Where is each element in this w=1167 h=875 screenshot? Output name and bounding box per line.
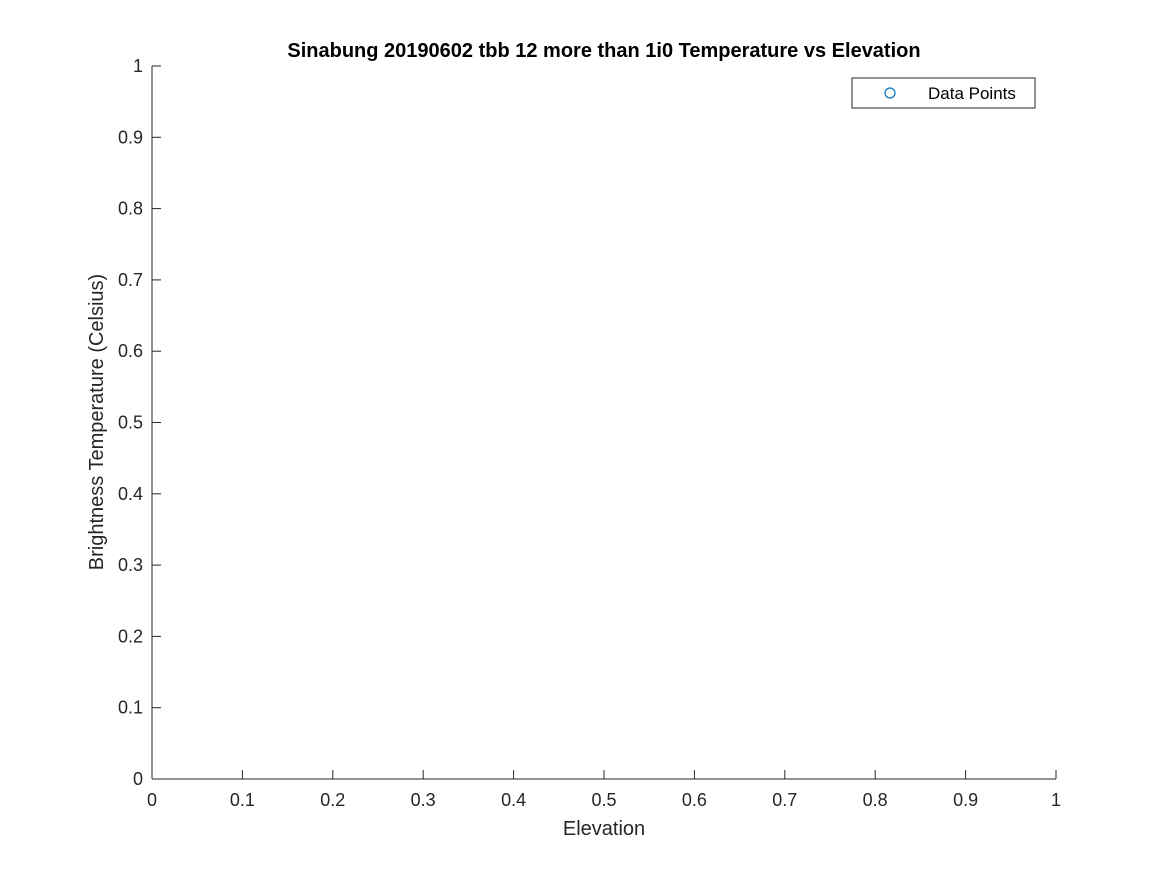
- x-tick-label: 1: [1051, 790, 1061, 810]
- legend-label: Data Points: [928, 84, 1016, 103]
- y-tick-label: 0.3: [118, 555, 143, 575]
- x-tick-label: 0.2: [320, 790, 345, 810]
- y-axis-label: Brightness Temperature (Celsius): [86, 274, 108, 570]
- x-tick-label: 0.5: [591, 790, 616, 810]
- y-tick-label: 0.8: [118, 199, 143, 219]
- legend-box: [851, 77, 1036, 109]
- x-tick-label: 0.7: [772, 790, 797, 810]
- y-tick-label: 0.1: [118, 698, 143, 718]
- x-tick-label: 0.9: [953, 790, 978, 810]
- x-tick-label: 0.3: [411, 790, 436, 810]
- x-tick-label: 0.1: [230, 790, 255, 810]
- y-tick-label: 0: [133, 769, 143, 789]
- chart-title: Sinabung 20190602 tbb 12 more than 1i0 T…: [287, 40, 920, 62]
- y-tick-label: 0.5: [118, 413, 143, 433]
- y-axis-ticks: 0 0.1 0.2 0.3 0.4 0.5 0.6 0.7 0.8 0.9 1: [118, 56, 161, 789]
- y-tick-label: 0.9: [118, 127, 143, 147]
- y-tick-label: 0.6: [118, 341, 143, 361]
- legend: Data Points: [851, 77, 1036, 109]
- x-tick-label: 0.8: [863, 790, 888, 810]
- x-tick-label: 0.4: [501, 790, 526, 810]
- x-tick-label: 0.6: [682, 790, 707, 810]
- y-tick-label: 0.7: [118, 270, 143, 290]
- y-tick-label: 0.2: [118, 626, 143, 646]
- x-axis-label: Elevation: [563, 818, 645, 840]
- x-axis-ticks: 0 0.1 0.2 0.3 0.4 0.5 0.6 0.7 0.8 0.9 1: [147, 770, 1061, 810]
- legend-circle-marker-icon: [884, 87, 896, 99]
- y-tick-label: 0.4: [118, 484, 143, 504]
- x-tick-label: 0: [147, 790, 157, 810]
- y-tick-label: 1: [133, 56, 143, 76]
